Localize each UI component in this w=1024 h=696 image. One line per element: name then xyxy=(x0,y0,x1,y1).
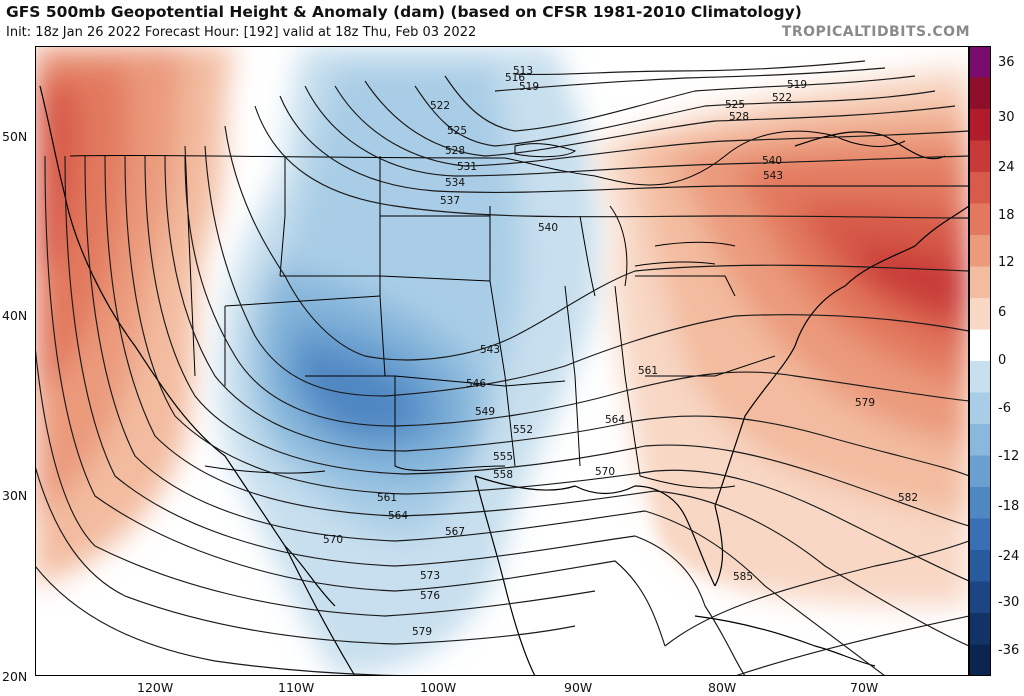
colorbar-swatch xyxy=(969,235,991,267)
colorbar-tick-label: 0 xyxy=(998,353,1007,368)
colorbar-swatch xyxy=(969,550,991,582)
contour-label: 522 xyxy=(772,92,792,104)
lon-label: 110W xyxy=(278,680,315,695)
lat-label: 50N xyxy=(2,129,28,144)
contour-label: 540 xyxy=(762,155,782,167)
contour-label: 558 xyxy=(493,469,513,481)
lat-label: 30N xyxy=(2,488,28,503)
contour-label: 513 xyxy=(513,65,533,77)
contour-label: 516 xyxy=(505,72,525,84)
colorbar-tick-label: 6 xyxy=(998,305,1007,320)
contour-label: 561 xyxy=(377,492,397,504)
lat-label: 20N xyxy=(2,669,28,684)
contour-label: 579 xyxy=(855,397,875,409)
colorbar-swatch xyxy=(969,140,991,173)
contour-label: 582 xyxy=(898,492,918,504)
colorbar-swatch xyxy=(969,77,991,110)
contour-label: 534 xyxy=(445,177,465,189)
map-title: GFS 500mb Geopotential Height & Anomaly … xyxy=(6,3,802,21)
colorbar-swatch xyxy=(969,424,991,456)
colorbar-swatch xyxy=(969,329,991,362)
contour-label: 555 xyxy=(493,451,513,463)
lat-label: 40N xyxy=(2,308,28,323)
contour-label: 528 xyxy=(729,111,749,123)
colorbar-tick-label: -18 xyxy=(998,499,1020,514)
contour-label: 525 xyxy=(725,99,745,111)
colorbar-swatch xyxy=(969,392,991,425)
colorbar-swatch xyxy=(969,298,991,330)
contour-label: 564 xyxy=(388,510,408,522)
colorbar-swatch xyxy=(969,46,991,78)
anomaly-colorbar xyxy=(969,46,991,676)
contour-label: 546 xyxy=(466,378,486,390)
colorbar-swatch xyxy=(969,109,991,141)
colorbar-tick-label: 12 xyxy=(998,255,1015,270)
colorbar-swatch xyxy=(969,455,991,488)
colorbar-tick-label: 18 xyxy=(998,208,1015,223)
political-boundaries xyxy=(69,130,906,489)
colorbar-tick-label: 24 xyxy=(998,160,1015,175)
anomaly-southeast-positive xyxy=(655,462,803,577)
header: GFS 500mb Geopotential Height & Anomaly … xyxy=(0,0,1024,46)
colorbar-swatch xyxy=(969,644,991,676)
lon-label: 70W xyxy=(850,680,879,695)
colorbar-swatch xyxy=(969,518,991,551)
contour-label: 525 xyxy=(447,125,467,137)
lon-label: 100W xyxy=(420,680,457,695)
colorbar-swatch xyxy=(969,203,991,236)
colorbar-tick-label: -24 xyxy=(998,549,1020,564)
contour-label: 579 xyxy=(412,626,432,638)
contour-label: 564 xyxy=(605,414,625,426)
credit-watermark: TROPICALTIDBITS.COM xyxy=(781,24,970,40)
anomaly-central-negative xyxy=(218,46,601,676)
great-lakes xyxy=(514,143,736,297)
contour-label: 543 xyxy=(763,170,783,182)
contour-label: 528 xyxy=(445,145,465,157)
colorbar-tick-label: -36 xyxy=(998,643,1020,658)
contour-label: 543 xyxy=(480,344,500,356)
contour-label: 531 xyxy=(457,161,477,173)
colorbar-swatch xyxy=(969,361,991,393)
colorbar-tick-label: -6 xyxy=(998,401,1011,416)
lon-label: 80W xyxy=(708,680,737,695)
contour-label: 522 xyxy=(430,100,450,112)
contour-label: 567 xyxy=(445,526,465,538)
contour-label: 570 xyxy=(323,534,343,546)
contour-label: 552 xyxy=(513,424,533,436)
colorbar-tick-label: -12 xyxy=(998,449,1020,464)
contour-label: 540 xyxy=(538,222,558,234)
colorbar-tick-label: -30 xyxy=(998,595,1020,610)
contour-label: 549 xyxy=(475,406,495,418)
coastlines xyxy=(39,85,969,676)
colorbar-tick-label: 30 xyxy=(998,110,1015,125)
contour-label: 519 xyxy=(519,81,539,93)
contour-label: 537 xyxy=(440,195,460,207)
colorbar-swatch xyxy=(969,172,991,204)
map-subtitle: Init: 18z Jan 26 2022 Forecast Hour: [19… xyxy=(6,25,477,40)
colorbar-swatch xyxy=(969,581,991,614)
contour-label: 561 xyxy=(638,365,658,377)
colorbar-swatch xyxy=(969,487,991,519)
contour-label: 519 xyxy=(787,79,807,91)
lon-label: 90W xyxy=(564,680,593,695)
contour-label: 570 xyxy=(595,466,615,478)
lon-label: 120W xyxy=(137,680,174,695)
colorbar-swatch xyxy=(969,613,991,645)
colorbar-tick-label: 36 xyxy=(998,55,1015,70)
contour-label: 585 xyxy=(733,571,753,583)
contour-label: 576 xyxy=(420,590,440,602)
contour-label: 573 xyxy=(420,570,440,582)
colorbar-swatch xyxy=(969,266,991,299)
height-contours xyxy=(35,60,969,676)
